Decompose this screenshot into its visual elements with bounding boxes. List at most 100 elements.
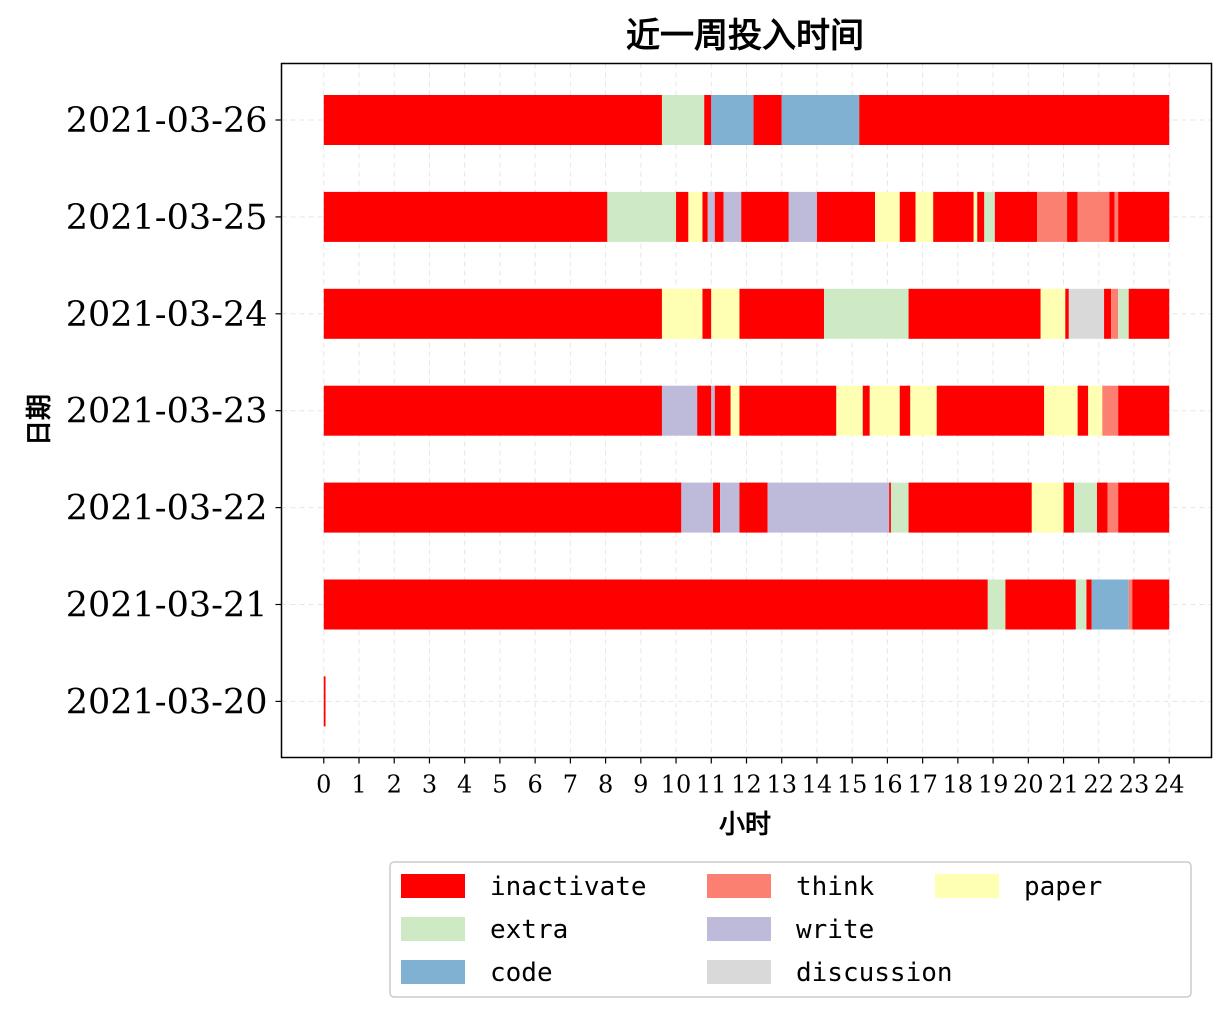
bar-segment-inactivate bbox=[1077, 385, 1089, 436]
bar-segment-inactivate bbox=[1063, 482, 1075, 533]
bar-segment-inactivate bbox=[702, 191, 708, 242]
legend-label-paper: paper bbox=[1024, 872, 1102, 902]
x-tick-label: 8 bbox=[598, 771, 613, 799]
bar-segment-write bbox=[788, 191, 817, 242]
y-axis-label: 日期 bbox=[25, 394, 55, 446]
x-tick-label: 6 bbox=[527, 771, 542, 799]
x-tick-label: 0 bbox=[316, 771, 331, 799]
bar-segment-write bbox=[681, 482, 714, 533]
y-tick-label: 2021-03-22 bbox=[66, 489, 268, 529]
x-tick-label: 9 bbox=[633, 771, 648, 799]
bar-segment-inactivate bbox=[1005, 579, 1076, 630]
legend-label-write: write bbox=[796, 915, 874, 945]
bar-segment-code bbox=[711, 95, 754, 145]
x-tick-label: 2 bbox=[387, 771, 402, 799]
x-tick-label: 24 bbox=[1154, 771, 1185, 799]
bar-segment-inactivate bbox=[908, 482, 1032, 533]
bar-segment-paper bbox=[711, 288, 740, 339]
x-tick-label: 1 bbox=[351, 771, 366, 799]
bar-segment-extra bbox=[824, 288, 909, 339]
bar-segment-inactivate bbox=[323, 676, 326, 727]
bar-segment-write bbox=[711, 385, 715, 436]
x-tick-label: 3 bbox=[422, 771, 437, 799]
y-tick-label: 2021-03-21 bbox=[66, 586, 268, 626]
legend-swatch-code bbox=[401, 960, 465, 984]
bar-segment-think bbox=[1077, 191, 1110, 242]
y-tick-label: 2021-03-25 bbox=[66, 198, 268, 238]
y-tick-label: 2021-03-24 bbox=[66, 295, 268, 335]
bar-segment-paper bbox=[869, 385, 900, 436]
x-tick-label: 11 bbox=[696, 771, 727, 799]
bar-segment-inactivate bbox=[697, 385, 712, 436]
x-tick-label: 19 bbox=[978, 771, 1009, 799]
y-tick-label: 2021-03-20 bbox=[66, 682, 268, 722]
bar-segment-think bbox=[1114, 191, 1119, 242]
bar-segment-write bbox=[661, 385, 698, 436]
x-tick-label: 22 bbox=[1083, 771, 1114, 799]
x-tick-label: 14 bbox=[802, 771, 833, 799]
x-tick-label: 4 bbox=[457, 771, 472, 799]
bar-segment-think bbox=[1111, 288, 1119, 339]
bar-segment-inactivate bbox=[741, 191, 789, 242]
bar-segment-inactivate bbox=[323, 95, 662, 145]
bar-segment-write bbox=[707, 191, 715, 242]
legend-swatch-inactivate bbox=[401, 874, 465, 898]
bar-segment-paper bbox=[1031, 482, 1064, 533]
bar-segment-think bbox=[1102, 385, 1119, 436]
bar-segment-paper bbox=[915, 191, 934, 242]
legend-label-discussion: discussion bbox=[796, 958, 953, 988]
bar-segment-paper bbox=[973, 191, 978, 242]
bar-segment-inactivate bbox=[753, 95, 782, 145]
bar-segment-inactivate bbox=[739, 385, 837, 436]
bar-segment-inactivate bbox=[323, 579, 988, 630]
bar-segment-paper bbox=[875, 191, 900, 242]
bar-segment-paper bbox=[836, 385, 863, 436]
bar-segment-write bbox=[767, 482, 890, 533]
legend-swatch-discussion bbox=[707, 960, 771, 984]
bar-segment-inactivate bbox=[936, 385, 1045, 436]
x-tick-label: 5 bbox=[492, 771, 507, 799]
bar-segment-inactivate bbox=[1086, 579, 1092, 630]
x-tick-label: 7 bbox=[563, 771, 578, 799]
bar-segment-write bbox=[720, 482, 740, 533]
x-tick-label: 15 bbox=[837, 771, 868, 799]
bar-segment-inactivate bbox=[899, 191, 916, 242]
bar-segment-paper bbox=[1088, 385, 1103, 436]
x-tick-label: 20 bbox=[1013, 771, 1044, 799]
bar-segment-think bbox=[1128, 579, 1133, 630]
bar-segment-extra bbox=[607, 191, 677, 242]
bar-segment-inactivate bbox=[323, 191, 608, 242]
bar-segment-inactivate bbox=[1104, 288, 1112, 339]
legend-swatch-write bbox=[707, 917, 771, 941]
legend-swatch-extra bbox=[401, 917, 465, 941]
bar-segment-paper bbox=[730, 385, 740, 436]
x-tick-label: 12 bbox=[731, 771, 762, 799]
y-axis-ticks: 2021-03-26 2021-03-25 2021-03-24 2021-03-23… bbox=[66, 101, 282, 722]
legend-label-think: think bbox=[796, 872, 875, 902]
x-axis-label: 小时 bbox=[719, 810, 771, 840]
bar-segment-extra bbox=[1074, 482, 1098, 533]
x-tick-label: 17 bbox=[907, 771, 938, 799]
chart-title: 近一周投入时间 bbox=[626, 16, 864, 56]
bar-segment-inactivate bbox=[676, 191, 689, 242]
bar-segment-inactivate bbox=[862, 385, 870, 436]
legend-swatch-think bbox=[707, 874, 771, 898]
legend: inactivate extra code think write discussion p… bbox=[389, 861, 1192, 998]
bar-segment-extra bbox=[987, 579, 1006, 630]
legend-label-extra: extra bbox=[490, 915, 568, 945]
bar-segment-inactivate bbox=[713, 482, 721, 533]
bar-segment-inactivate bbox=[1118, 191, 1170, 242]
bar-segment-paper bbox=[661, 288, 703, 339]
bar-segment-extra bbox=[1075, 579, 1087, 630]
x-tick-label: 16 bbox=[872, 771, 903, 799]
x-tick-label: 13 bbox=[766, 771, 797, 799]
bar-segment-paper bbox=[1040, 288, 1066, 339]
bar-segment-inactivate bbox=[1097, 482, 1108, 533]
bar-segments bbox=[323, 95, 1170, 727]
bar-segment-extra bbox=[661, 95, 705, 145]
x-tick-label: 10 bbox=[661, 771, 692, 799]
bar-segment-inactivate bbox=[739, 288, 824, 339]
y-tick-label: 2021-03-23 bbox=[66, 392, 268, 432]
bar-segment-inactivate bbox=[714, 385, 731, 436]
bar-segment-inactivate bbox=[323, 288, 662, 339]
